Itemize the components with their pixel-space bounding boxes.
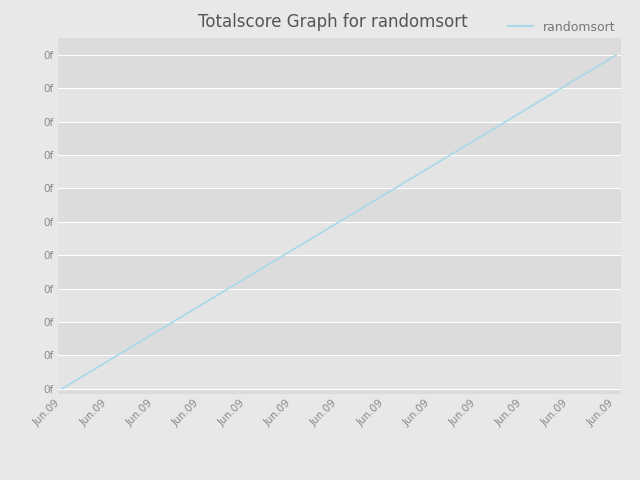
Text: Totalscore Graph for randomsort: Totalscore Graph for randomsort [198,13,468,31]
randomsort [565,81,573,86]
Bar [58,322,621,355]
Bar [58,355,621,389]
randomsort [81,372,88,378]
randomsort [58,386,66,392]
Bar [58,288,621,322]
Bar [58,189,621,222]
randomsort [92,366,99,372]
randomsort [584,69,592,75]
randomsort [161,324,169,329]
Bar [58,122,621,155]
randomsort [612,52,620,58]
randomsort [206,297,214,303]
Bar [58,88,621,122]
Bar [58,222,621,255]
Bar [58,155,621,189]
Line: randomsort: randomsort [62,55,616,389]
Legend: randomsort: randomsort [503,16,621,39]
Bar [58,255,621,288]
Bar [58,55,621,88]
